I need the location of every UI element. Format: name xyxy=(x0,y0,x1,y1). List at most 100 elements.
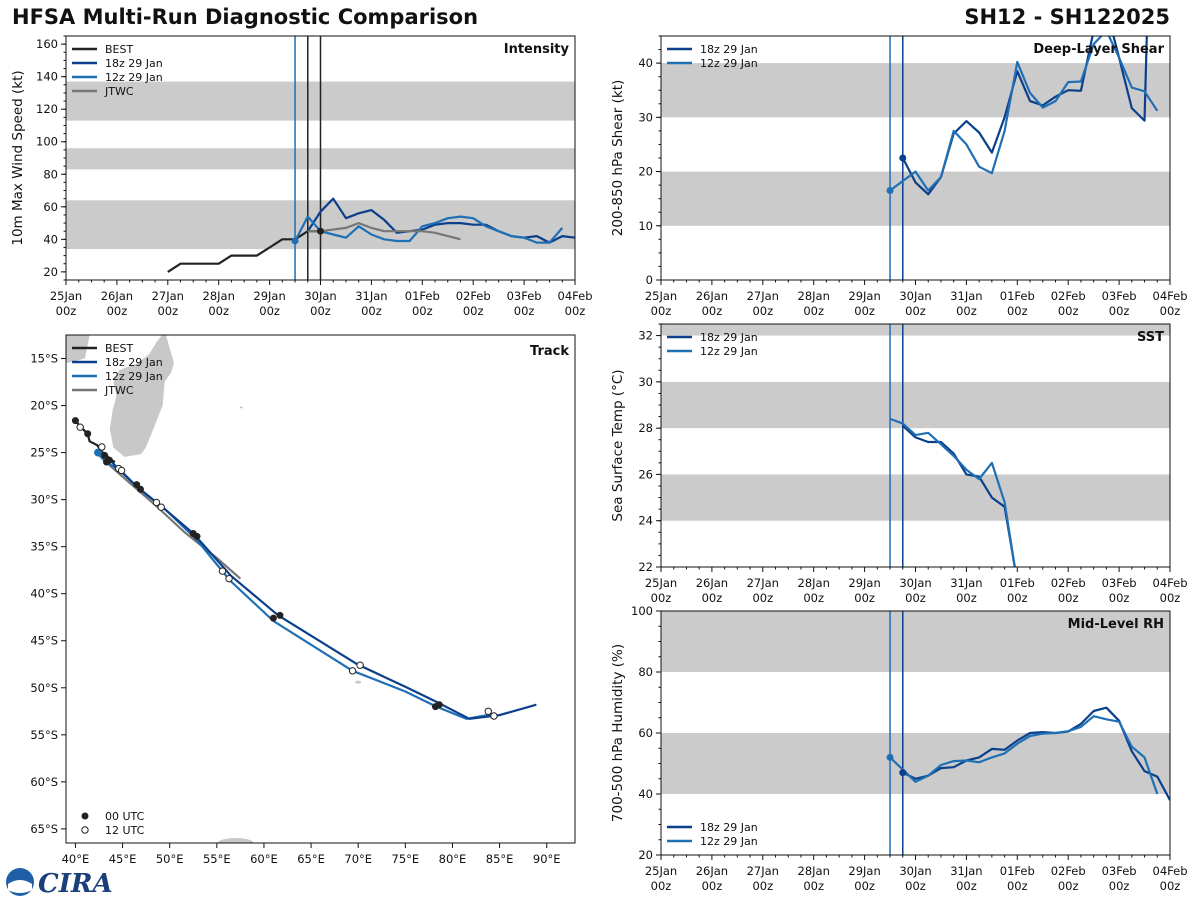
y-tick-label: 30 xyxy=(638,110,653,124)
x-tick-hour: 00z xyxy=(752,304,773,318)
x-tick-hour: 00z xyxy=(1058,304,1079,318)
x-tick-date: 04Feb xyxy=(558,289,593,303)
legend-marker-00utc xyxy=(81,812,89,820)
x-tick-hour: 00z xyxy=(752,879,773,893)
legend-label-run12: 12z 29 Jan xyxy=(105,370,163,383)
x-tick-hour: 00z xyxy=(1058,879,1079,893)
axes-frame xyxy=(65,334,576,844)
track-point-00utc xyxy=(133,481,141,489)
y-axis-label: 700-500 hPa Humidity (%) xyxy=(610,644,626,822)
lat-tick-label: 55°S xyxy=(30,728,58,742)
x-tick-hour: 00z xyxy=(463,304,484,318)
x-tick-date: 31Jan xyxy=(950,864,982,878)
y-axis-label: Sea Surface Temp (°C) xyxy=(610,369,626,521)
x-tick-date: 25Jan xyxy=(645,576,677,590)
x-tick-hour: 00z xyxy=(157,304,178,318)
noaa-wave-icon xyxy=(8,880,32,893)
x-tick-date: 03Feb xyxy=(1102,576,1137,590)
start-marker xyxy=(899,154,907,162)
panel-track: 40°E 45°E 50°E 55°E 60°E 65°E 70°E 75°E 80°E 85°E… xyxy=(30,334,576,866)
y-tick-label: 80 xyxy=(43,167,58,181)
x-tick-date: 03Feb xyxy=(507,289,542,303)
panel-title: SST xyxy=(1137,330,1164,345)
x-tick-hour: 00z xyxy=(803,304,824,318)
x-tick-hour: 00z xyxy=(1109,591,1130,605)
threshold-band xyxy=(661,733,1170,794)
x-tick-hour: 00z xyxy=(514,304,535,318)
x-tick-date: 26Jan xyxy=(696,576,728,590)
y-tick-label: 40 xyxy=(638,787,653,801)
lat-tick-label: 45°S xyxy=(30,634,58,648)
track-point-12utc xyxy=(98,443,106,451)
x-tick-date: 31Jan xyxy=(950,576,982,590)
lon-tick-label: 60°E xyxy=(250,852,278,866)
lat-tick-label: 20°S xyxy=(30,399,58,413)
y-tick-label: 28 xyxy=(638,421,653,435)
panel-rh: 2040608010025Jan00z26Jan00z27Jan00z28Jan… xyxy=(610,604,1188,893)
y-tick-label: 100 xyxy=(36,135,58,149)
track-point-12utc xyxy=(348,667,357,675)
x-tick-date: 29Jan xyxy=(848,289,880,303)
track-point-12utc xyxy=(76,423,84,431)
lon-tick-label: 40°E xyxy=(62,852,90,866)
x-tick-date: 04Feb xyxy=(1153,864,1188,878)
x-tick-date: 01Feb xyxy=(1000,864,1035,878)
track-line-jtwc xyxy=(102,459,242,580)
threshold-band xyxy=(661,381,1170,429)
axes-frame xyxy=(660,323,1171,568)
panel-intensity: 2040608010012014016025Jan00z26Jan00z27Ja… xyxy=(10,35,593,318)
legend-label-jtwc: JTWC xyxy=(104,85,134,98)
x-tick-hour: 00z xyxy=(1058,591,1079,605)
x-tick-hour: 00z xyxy=(1109,304,1130,318)
start-marker xyxy=(886,187,894,195)
track-point-00utc xyxy=(136,485,144,493)
x-tick-date: 28Jan xyxy=(798,576,830,590)
y-tick-label: 10 xyxy=(638,219,653,233)
legend-label-run18: 18z 29 Jan xyxy=(700,331,758,344)
mauritius-island xyxy=(239,406,243,409)
series-line-run12 xyxy=(889,417,1016,567)
lon-tick-label: 90°E xyxy=(533,852,561,866)
lon-tick-label: 70°E xyxy=(344,852,372,866)
track-point-00utc xyxy=(269,614,277,622)
x-tick-hour: 00z xyxy=(854,591,875,605)
y-tick-label: 20 xyxy=(638,848,653,862)
x-tick-date: 29Jan xyxy=(848,864,880,878)
x-tick-date: 29Jan xyxy=(848,576,880,590)
x-tick-hour: 00z xyxy=(956,304,977,318)
threshold-band xyxy=(661,63,1170,118)
x-tick-hour: 00z xyxy=(1007,591,1028,605)
x-tick-date: 02Feb xyxy=(1051,289,1086,303)
x-tick-hour: 00z xyxy=(208,304,229,318)
x-tick-date: 26Jan xyxy=(101,289,133,303)
storm-id: SH12 - SH122025 xyxy=(964,5,1170,29)
lon-tick-label: 45°E xyxy=(109,852,137,866)
x-tick-date: 27Jan xyxy=(152,289,184,303)
x-tick-date: 02Feb xyxy=(1051,864,1086,878)
x-tick-date: 29Jan xyxy=(253,289,285,303)
x-tick-hour: 00z xyxy=(651,591,672,605)
x-tick-hour: 00z xyxy=(702,879,723,893)
lon-tick-label: 75°E xyxy=(392,852,420,866)
panel-title: Deep-Layer Shear xyxy=(1033,42,1164,57)
track-point-12utc xyxy=(157,503,165,511)
x-tick-date: 03Feb xyxy=(1102,289,1137,303)
x-tick-hour: 00z xyxy=(905,879,926,893)
lat-tick-label: 40°S xyxy=(30,587,58,601)
x-tick-date: 31Jan xyxy=(355,289,387,303)
x-tick-hour: 00z xyxy=(1160,591,1181,605)
y-tick-label: 20 xyxy=(43,265,58,279)
x-tick-date: 02Feb xyxy=(1051,576,1086,590)
track-point-00utc xyxy=(84,430,92,438)
cira-logo: CIRA xyxy=(6,868,113,898)
track-point-12utc xyxy=(218,567,227,575)
track-point-12utc xyxy=(484,707,492,715)
lon-tick-label: 80°E xyxy=(439,852,467,866)
x-tick-date: 27Jan xyxy=(747,576,779,590)
legend-label-run18: 18z 29 Jan xyxy=(700,43,758,56)
x-tick-hour: 00z xyxy=(56,304,77,318)
panel-title: Intensity xyxy=(504,42,570,57)
map-area xyxy=(66,335,537,843)
track-point-00utc xyxy=(193,532,201,540)
x-tick-date: 25Jan xyxy=(645,289,677,303)
